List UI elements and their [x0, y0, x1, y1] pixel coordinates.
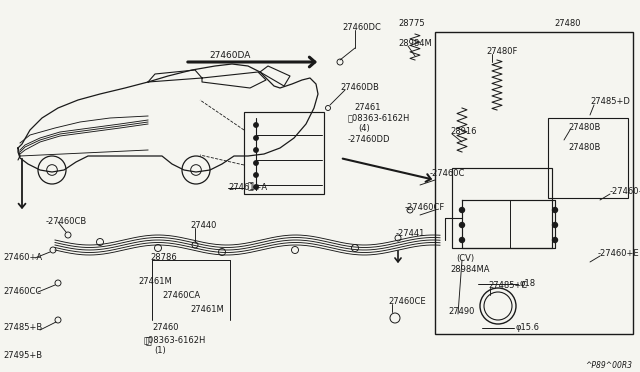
Text: φ18: φ18: [520, 279, 536, 289]
Circle shape: [552, 222, 557, 228]
Text: 27480B: 27480B: [568, 124, 600, 132]
Text: 27460CC: 27460CC: [3, 288, 41, 296]
Text: 28984MA: 28984MA: [450, 266, 490, 275]
Circle shape: [552, 237, 557, 243]
Text: 27460CA: 27460CA: [162, 292, 200, 301]
Text: 27480: 27480: [554, 19, 580, 29]
Circle shape: [254, 161, 258, 165]
Text: 27461+A: 27461+A: [228, 183, 267, 192]
Bar: [548, 118, 628, 198]
Text: 27460+A: 27460+A: [3, 253, 42, 263]
Text: 27485+B: 27485+B: [3, 324, 42, 333]
Text: 28786: 28786: [150, 253, 177, 263]
Text: 28916: 28916: [450, 128, 477, 137]
Text: -27460CB: -27460CB: [46, 218, 87, 227]
Text: 27460: 27460: [152, 324, 179, 333]
Text: (1): (1): [154, 346, 166, 355]
Circle shape: [254, 136, 258, 140]
Circle shape: [460, 222, 465, 228]
Circle shape: [460, 208, 465, 212]
Circle shape: [254, 185, 258, 189]
Circle shape: [254, 148, 258, 152]
Text: Ⓢ08363-6162H: Ⓢ08363-6162H: [348, 113, 410, 122]
Text: -27460C: -27460C: [430, 170, 465, 179]
Bar: [244, 112, 324, 194]
Text: ^P89^00R3: ^P89^00R3: [585, 362, 632, 371]
Text: -27460+F: -27460+F: [610, 187, 640, 196]
Circle shape: [254, 173, 258, 177]
Text: -27460DD: -27460DD: [348, 135, 390, 144]
Circle shape: [552, 208, 557, 212]
Text: 27460DC: 27460DC: [342, 23, 381, 32]
Bar: [435, 32, 633, 334]
Text: -27460+E: -27460+E: [598, 250, 639, 259]
Text: Ⓢ08363-6162H: Ⓢ08363-6162H: [144, 336, 206, 344]
Text: φ15.6: φ15.6: [516, 324, 540, 333]
Text: -27460CF: -27460CF: [405, 203, 445, 212]
Text: 27461M: 27461M: [190, 305, 224, 314]
Text: 28984M: 28984M: [398, 39, 432, 48]
Text: 27485+C: 27485+C: [488, 282, 527, 291]
Text: 27480F: 27480F: [486, 48, 517, 57]
Text: 27480B: 27480B: [568, 144, 600, 153]
Text: 27460DA: 27460DA: [209, 51, 251, 60]
Text: 28775: 28775: [398, 19, 424, 29]
Text: 27440: 27440: [190, 221, 216, 231]
Text: -27441: -27441: [396, 230, 426, 238]
Text: 27461: 27461: [354, 103, 381, 112]
Text: (CV): (CV): [456, 253, 474, 263]
Bar: [452, 168, 552, 248]
Text: 27485+D: 27485+D: [590, 97, 630, 106]
Text: 27495+B: 27495+B: [3, 350, 42, 359]
Text: (4): (4): [358, 124, 370, 132]
Text: 27461M: 27461M: [138, 278, 172, 286]
Text: 27490: 27490: [448, 308, 474, 317]
Circle shape: [254, 123, 258, 127]
Text: 27460CE: 27460CE: [388, 298, 426, 307]
Text: Ⓢ: Ⓢ: [247, 180, 253, 190]
Text: Ⓢ: Ⓢ: [145, 335, 151, 345]
Circle shape: [460, 237, 465, 243]
Text: 27460DB: 27460DB: [340, 83, 379, 93]
